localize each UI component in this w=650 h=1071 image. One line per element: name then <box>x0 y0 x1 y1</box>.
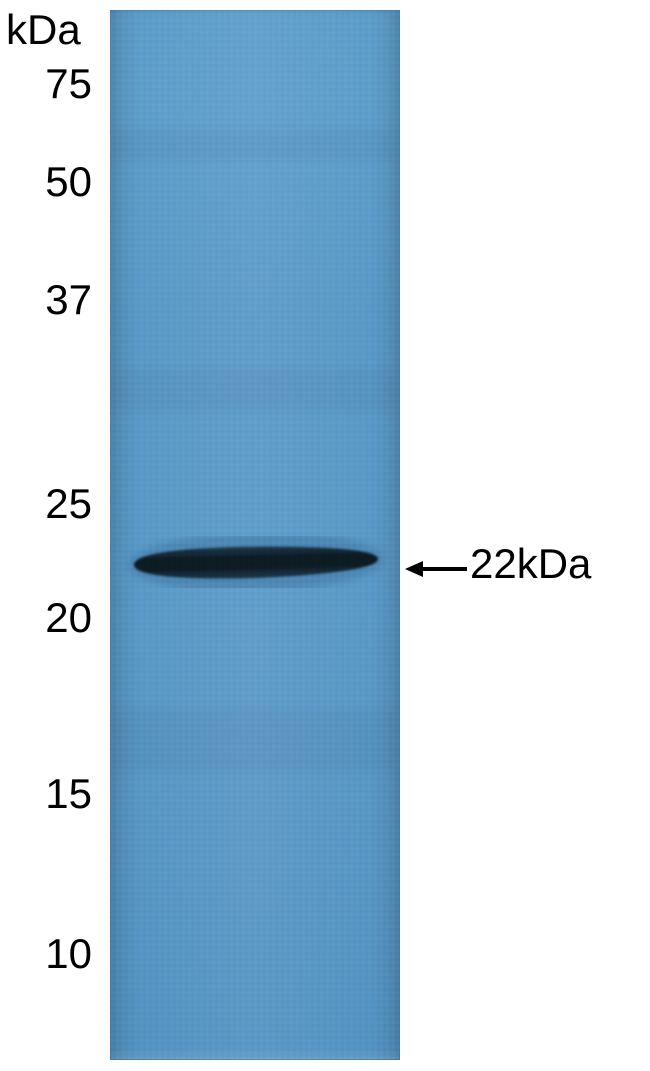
band-arrow-icon <box>405 555 467 583</box>
unit-label: kDa <box>6 6 81 54</box>
gel-lane <box>110 10 400 1060</box>
ladder-label-10: 10 <box>12 930 92 978</box>
ladder-label-75: 75 <box>12 60 92 108</box>
target-band-22kda <box>110 536 400 588</box>
ladder-label-37: 37 <box>12 276 92 324</box>
band-annotation-22kda: 22kDa <box>470 540 591 588</box>
ladder-label-15: 15 <box>12 770 92 818</box>
ladder-label-25: 25 <box>12 480 92 528</box>
ladder-label-50: 50 <box>12 158 92 206</box>
ladder-label-20: 20 <box>12 594 92 642</box>
band-layer <box>110 10 400 1060</box>
